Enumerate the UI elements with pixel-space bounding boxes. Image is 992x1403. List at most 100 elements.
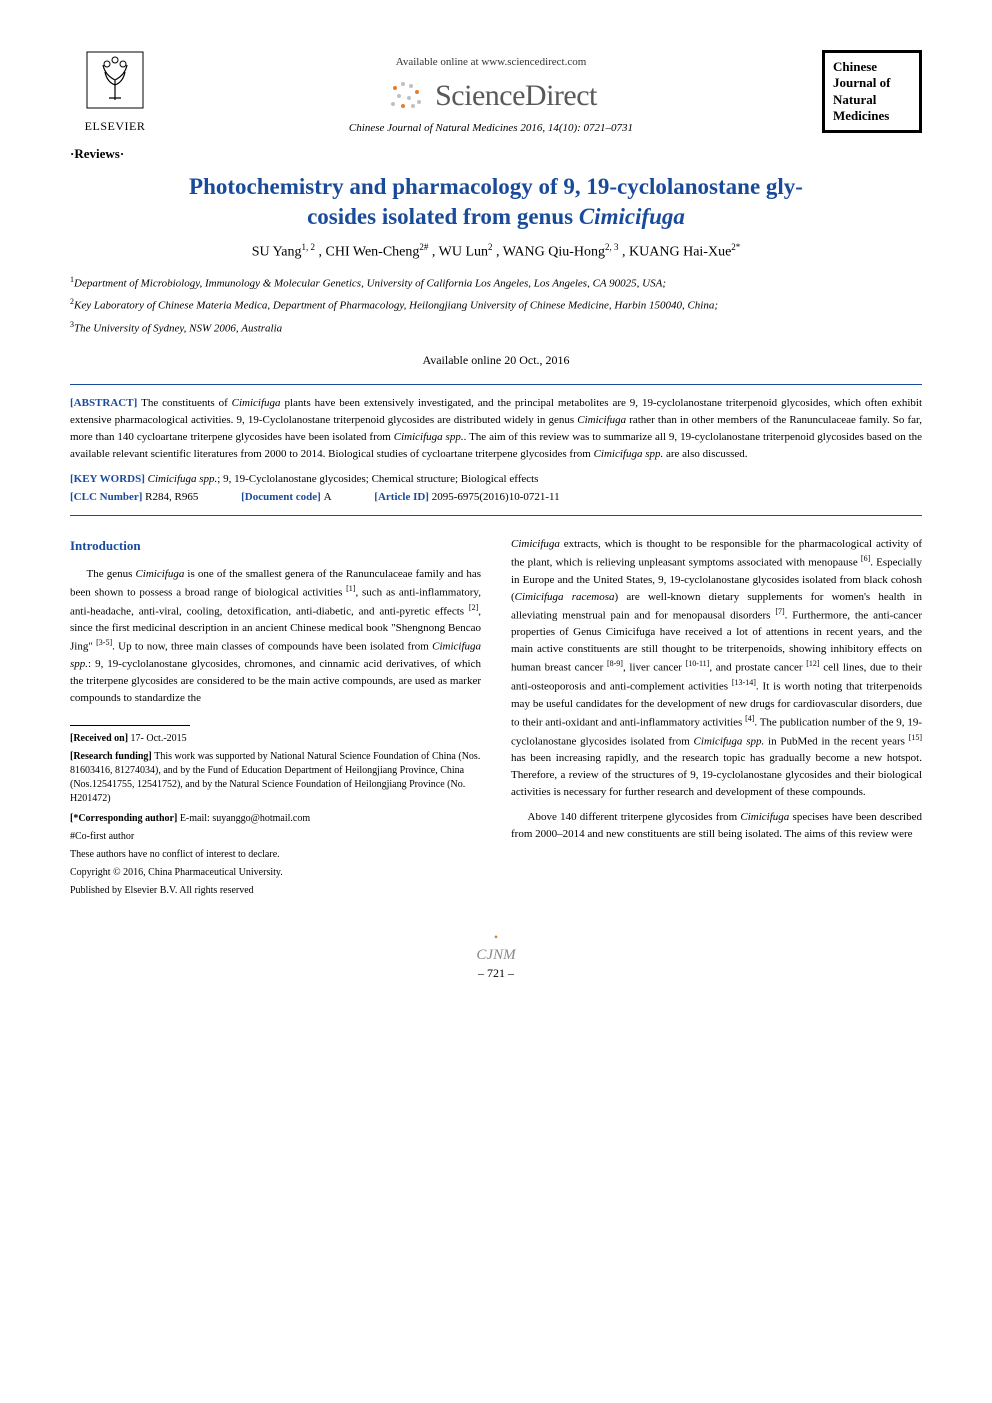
right-column: Cimicifuga extracts, which is thought to…: [511, 536, 922, 902]
introduction-heading: Introduction: [70, 536, 481, 556]
author-sup: 2, 3: [605, 242, 619, 252]
elsevier-tree-icon: [85, 50, 145, 110]
abstract-box: [ABSTRACT] The constituents of Cimicifug…: [70, 384, 922, 516]
left-column: Introduction The genus Cimicifuga is one…: [70, 536, 481, 902]
funding-label: [Research funding]: [70, 751, 154, 762]
abstract-text: [ABSTRACT] The constituents of Cimicifug…: [70, 395, 922, 463]
seg: The genus: [87, 568, 136, 580]
seg: Cimicifuga: [740, 811, 789, 823]
corresp-value: E-mail: suyanggo@hotmail.com: [180, 813, 310, 824]
abstract-seg: The constituents of: [141, 397, 232, 409]
available-date: Available online 20 Oct., 2016: [70, 353, 922, 368]
cjnm-mark-text: CJNM: [476, 947, 515, 963]
cofirst-footnote: #Co-first author: [70, 830, 481, 844]
elsevier-logo-block: ELSEVIER: [70, 50, 160, 134]
cite: [4]: [745, 714, 754, 723]
affiliation: 1Department of Microbiology, Immunology …: [70, 274, 922, 292]
title-line2a: cosides isolated from genus: [307, 204, 579, 229]
abstract-seg: Cimicifuga: [577, 414, 626, 426]
author-sup: 1, 2: [302, 242, 316, 252]
sciencedirect-row: ScienceDirect: [160, 76, 822, 116]
cite: [15]: [909, 733, 922, 742]
clc-label: [CLC Number]: [70, 491, 145, 503]
received-footnote: [Received on] 17- Oct.-2015: [70, 732, 481, 746]
cite: [7]: [775, 607, 784, 616]
abstract-label: [ABSTRACT]: [70, 397, 141, 409]
clc-value: R284, R965: [145, 491, 198, 503]
seg: Above 140 different triterpene glycoside…: [528, 811, 741, 823]
doc-code-value: A: [324, 491, 332, 503]
author-sup: 2#: [419, 242, 428, 252]
intro-paragraph: The genus Cimicifuga is one of the small…: [70, 566, 481, 707]
seg: . Up to now, three main classes of compo…: [112, 641, 432, 653]
author: , KUANG Hai-Xue: [622, 244, 731, 259]
sciencedirect-wordmark: ScienceDirect: [435, 79, 597, 113]
article-id-label: [Article ID]: [374, 491, 431, 503]
elsevier-label: ELSEVIER: [70, 119, 160, 134]
right-paragraph-2: Above 140 different triterpene glycoside…: [511, 809, 922, 843]
abstract-seg: Cimicifuga spp.: [594, 448, 664, 460]
cite: [13-14]: [732, 678, 756, 687]
seg: in PubMed in the recent years: [764, 735, 908, 747]
keywords-first: Cimicifuga spp.: [148, 473, 218, 485]
body-columns: Introduction The genus Cimicifuga is one…: [70, 536, 922, 902]
seg: , liver cancer: [623, 662, 686, 674]
corresponding-footnote: [*Corresponding author] E-mail: suyanggo…: [70, 812, 481, 826]
corresp-label: [*Corresponding author]: [70, 813, 180, 824]
cjnm-box-line: Journal of: [833, 75, 911, 91]
footnote-separator: [70, 725, 190, 726]
cite: [12]: [806, 659, 819, 668]
author: SU Yang: [252, 244, 302, 259]
seg: Cimicifuga spp.: [694, 735, 765, 747]
copyright-footnote: Copyright © 2016, China Pharmaceutical U…: [70, 866, 481, 880]
seg: has been increasing rapidly, and the res…: [511, 752, 922, 798]
cjnm-box: Chinese Journal of Natural Medicines: [822, 50, 922, 133]
journal-header: ELSEVIER Available online at www.science…: [70, 50, 922, 134]
author: , CHI Wen-Cheng: [319, 244, 420, 259]
seg: Cimicifuga racemosa: [515, 591, 615, 603]
affil-text: Key Laboratory of Chinese Materia Medica…: [74, 300, 718, 312]
affiliation: 2Key Laboratory of Chinese Materia Medic…: [70, 296, 922, 314]
doc-code-label: [Document code]: [241, 491, 323, 503]
author: , WANG Qiu-Hong: [496, 244, 605, 259]
center-header: Available online at www.sciencedirect.co…: [160, 50, 822, 134]
funding-footnote: [Research funding] This work was support…: [70, 750, 481, 806]
page-number: – 721 –: [70, 966, 922, 981]
abstract-seg: are also discussed.: [663, 448, 747, 460]
keywords-rest: ; 9, 19-Cyclolanostane glycosides; Chemi…: [217, 473, 538, 485]
cjnm-box-line: Chinese: [833, 59, 911, 75]
title-genus: Cimicifuga: [579, 204, 685, 229]
cite: [3-5]: [96, 638, 112, 647]
abstract-seg: Cimicifuga: [232, 397, 281, 409]
seg: Cimicifuga: [511, 538, 560, 550]
keywords-line: [KEY WORDS] Cimicifuga spp.; 9, 19-Cyclo…: [70, 473, 922, 485]
cjnm-footer-mark: • CJNM: [70, 928, 922, 964]
article-title: Photochemistry and pharmacology of 9, 19…: [70, 172, 922, 232]
right-paragraph-1: Cimicifuga extracts, which is thought to…: [511, 536, 922, 802]
cite: [10-11]: [686, 659, 710, 668]
title-line1: Photochemistry and pharmacology of 9, 19…: [189, 174, 803, 199]
available-online-text: Available online at www.sciencedirect.co…: [160, 56, 822, 68]
author: , WU Lun: [432, 244, 488, 259]
conflict-footnote: These authors have no conflict of intere…: [70, 848, 481, 862]
page-footer: • CJNM – 721 –: [70, 928, 922, 981]
affil-text: The University of Sydney, NSW 2006, Aust…: [74, 322, 282, 334]
journal-citation: Chinese Journal of Natural Medicines 201…: [160, 122, 822, 134]
abstract-seg: Cimicifuga spp.: [394, 431, 464, 443]
affiliation: 3The University of Sydney, NSW 2006, Aus…: [70, 319, 922, 337]
article-id-value: 2095-6975(2016)10-0721-11: [432, 491, 560, 503]
published-footnote: Published by Elsevier B.V. All rights re…: [70, 884, 481, 898]
cite: [6]: [861, 554, 870, 563]
received-label: [Received on]: [70, 733, 131, 744]
cjnm-box-line: Medicines: [833, 108, 911, 124]
reviews-tag: ·Reviews·: [70, 146, 922, 162]
cite: [2]: [469, 603, 478, 612]
meta-row: [CLC Number] R284, R965 [Document code] …: [70, 491, 922, 503]
authors-line: SU Yang1, 2 , CHI Wen-Cheng2# , WU Lun2 …: [70, 242, 922, 261]
received-value: 17- Oct.-2015: [131, 733, 187, 744]
affil-text: Department of Microbiology, Immunology &…: [74, 278, 666, 290]
sciencedirect-icon: [385, 76, 425, 116]
cite: [8-9]: [607, 659, 623, 668]
author-sup: 2*: [731, 242, 740, 252]
seg: Cimicifuga: [135, 568, 184, 580]
